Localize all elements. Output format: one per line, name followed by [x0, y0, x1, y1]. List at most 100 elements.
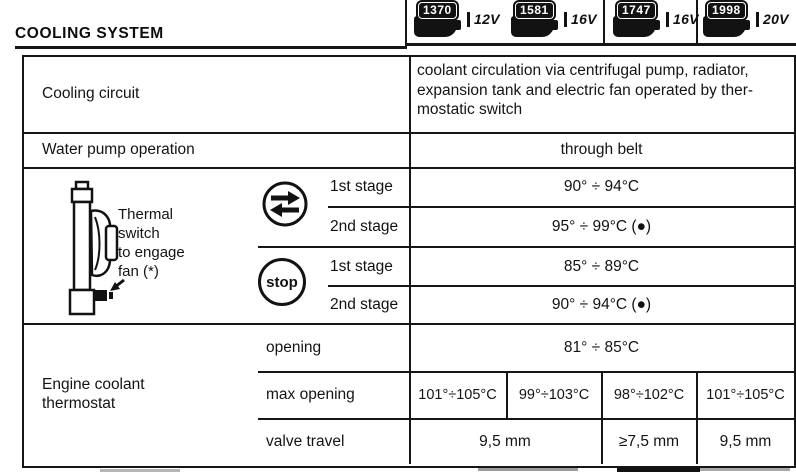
value-text: 101°÷105°C [418, 387, 497, 403]
cooling-circuit-line-2: expansion tank and electric fan operated… [417, 81, 754, 99]
group-divider [258, 246, 794, 248]
stop-icon-label: stop [266, 273, 298, 291]
stage-label-text: 1st stage [330, 257, 393, 275]
thermostat-param-opening: opening [266, 324, 406, 371]
badge-bar [756, 12, 759, 27]
opening-value: 81° ÷ 85°C [409, 324, 794, 371]
value-text: 9,5 mm [719, 432, 772, 450]
engine-badge-1581: 1581 16V [510, 0, 597, 40]
max-opening-value-1998: 101°÷105°C [697, 372, 794, 418]
engine-valves: 20V [763, 11, 789, 27]
thermostat-label-line-1: Engine coolant [42, 376, 145, 393]
next-section-badge-partial [617, 467, 700, 472]
engine-displacement: 1581 [513, 0, 556, 21]
stage-label-text: 1st stage [330, 178, 393, 195]
stage-value-text: 95° ÷ 99°C (●) [551, 217, 652, 235]
engine-displacement: 1370 [416, 0, 459, 21]
header-bottom-border [405, 43, 796, 46]
engine-icon: 1370 [413, 0, 467, 40]
fan-engage-arrows-icon [262, 181, 308, 227]
stage-value-text: 85° ÷ 89°C [563, 257, 640, 275]
table-main-vertical-divider [409, 55, 411, 464]
cooling-circuit-line-1: coolant circulation via centrifugal pump… [417, 62, 749, 79]
engine-icon: 1581 [510, 0, 564, 40]
thermostat-label: Engine coolant thermostat [42, 375, 145, 413]
max-opening-value-1581: 99°÷103°C [507, 372, 601, 418]
param-text: max opening [266, 386, 355, 403]
engine-block-silhouette [414, 16, 461, 37]
badge-bar [564, 12, 567, 27]
value-text: 98°÷102°C [613, 387, 685, 403]
engine-badge-1747: 1747 16V [612, 0, 699, 40]
row-divider [22, 323, 794, 325]
header-left-border [405, 0, 407, 44]
cooling-circuit-label-text: Cooling circuit [42, 84, 140, 102]
page-title: COOLING SYSTEM [15, 25, 164, 42]
fan-stop-icon: stop [258, 258, 306, 306]
value-text: ≥7,5 mm [618, 432, 680, 450]
stage-label-text: 2nd stage [330, 217, 399, 235]
water-pump-label: Water pump operation [22, 133, 428, 167]
valve-travel-value-1998: 9,5 mm [697, 419, 794, 464]
badge-bar [666, 12, 669, 27]
thermal-switch-label-line-4: fan (*) [118, 263, 159, 280]
engine-badge-1370: 1370 12V [413, 0, 500, 40]
scan-smudge [478, 468, 578, 471]
cooling-circuit-value: coolant circulation via centrifugal pump… [417, 61, 792, 120]
engage-stage-1-value: 90° ÷ 94°C [409, 168, 794, 206]
thermostat-label-line-2: thermostat [42, 395, 116, 412]
value-text: 81° ÷ 85°C [563, 338, 640, 356]
stop-stage-2-value: 90° ÷ 94°C (●) [409, 286, 794, 323]
row-divider [22, 167, 794, 169]
value-column-divider [696, 371, 698, 464]
thermostat-param-max-opening: max opening [266, 372, 406, 418]
water-pump-value: through belt [409, 133, 794, 167]
stage-value-text: 90° ÷ 94°C [563, 178, 640, 195]
engage-stage-2-value: 95° ÷ 99°C (●) [409, 207, 794, 246]
thermostat-divider [258, 371, 794, 373]
thermal-switch-drawing [68, 180, 125, 316]
param-text: opening [266, 338, 322, 356]
stage-value-text: 90° ÷ 94°C (●) [551, 295, 652, 313]
engine-valves: 16V [571, 11, 597, 27]
scan-smudge [700, 468, 790, 471]
stage-divider [328, 206, 794, 208]
row-divider [22, 132, 794, 134]
thermal-switch-label-line-1: Thermal [118, 206, 174, 223]
engine-valves: 12V [474, 11, 500, 27]
stop-stage-2-label: 2nd stage [330, 286, 408, 323]
badge-bar [467, 12, 470, 27]
thermostat-divider [258, 418, 794, 420]
stage-divider [328, 285, 794, 287]
valve-travel-value-1370-1581: 9,5 mm [409, 419, 601, 464]
scan-smudge [100, 469, 180, 472]
stage-label-text: 2nd stage [330, 295, 399, 313]
value-text: 99°÷103°C [518, 387, 590, 403]
thermostat-param-valve-travel: valve travel [266, 419, 406, 464]
thermal-switch-label-line-3: to engage [118, 244, 185, 261]
cooling-circuit-label: Cooling circuit [22, 55, 428, 132]
stop-stage-1-value: 85° ÷ 89°C [409, 248, 794, 285]
engine-icon: 1747 [612, 0, 666, 40]
value-column-divider [601, 371, 603, 464]
header-divider-2 [696, 0, 698, 43]
max-opening-value-1747: 98°÷102°C [602, 372, 696, 418]
engine-block-silhouette [613, 16, 660, 37]
valve-travel-value-1747: ≥7,5 mm [602, 419, 696, 464]
engage-stage-2-label: 2nd stage [330, 207, 408, 246]
stop-stage-1-label: 1st stage [330, 248, 408, 285]
value-text: 9,5 mm [479, 432, 531, 450]
param-text: valve travel [266, 432, 345, 450]
thermal-switch-label-line-2: switch [118, 225, 160, 242]
engine-badge-1998: 1998 20V [702, 0, 789, 40]
cooling-circuit-line-3: mostatic switch [417, 101, 523, 118]
engage-stage-1-label: 1st stage [330, 168, 408, 206]
engine-valves: 16V [673, 11, 699, 27]
max-opening-value-1370: 101°÷105°C [409, 372, 506, 418]
water-pump-value-text: through belt [560, 141, 643, 158]
thermal-switch-label: Thermal switch to engage fan (*) [118, 205, 185, 281]
engine-icon: 1998 [702, 0, 756, 40]
engine-displacement: 1998 [705, 0, 748, 21]
water-pump-label-text: Water pump operation [42, 141, 195, 158]
